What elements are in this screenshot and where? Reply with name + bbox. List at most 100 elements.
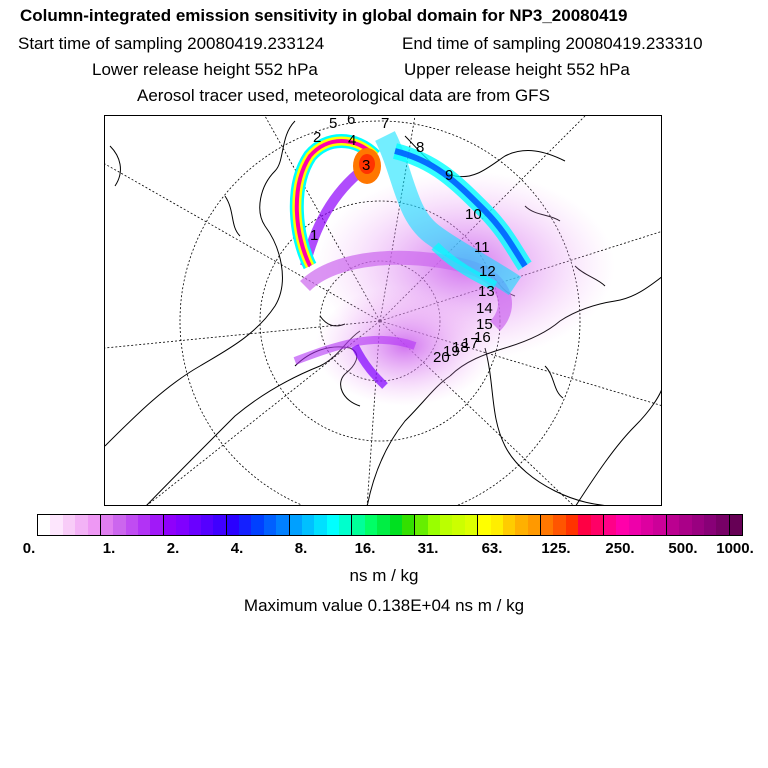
colorbar-tick-1: 1. bbox=[102, 540, 116, 557]
colorbar-swatch bbox=[616, 515, 629, 535]
colorbar-swatch bbox=[125, 515, 138, 535]
colorbar-swatch bbox=[389, 515, 402, 535]
sensitivity-plume bbox=[289, 131, 615, 406]
trajectory-markers: 1 2 3 4 5 6 7 8 9 10 11 12 13 14 15 16 1… bbox=[310, 116, 496, 366]
colorbar-swatch bbox=[716, 515, 730, 535]
colorbar-swatch bbox=[314, 515, 327, 535]
colorbar-swatch bbox=[553, 515, 566, 535]
colorbar-tick-8: 125. bbox=[541, 540, 571, 557]
colorbar-swatch bbox=[603, 515, 617, 535]
plot-title: Column-integrated emission sensitivity i… bbox=[20, 6, 628, 25]
colorbar-swatch bbox=[62, 515, 76, 535]
colorbar-swatch bbox=[326, 515, 339, 535]
colorbar-swatch bbox=[176, 515, 189, 535]
traj-label-3: 3 bbox=[362, 157, 370, 174]
colorbar-swatch bbox=[691, 515, 704, 535]
colorbar-swatch bbox=[515, 515, 528, 535]
colorbar-swatch bbox=[415, 515, 428, 535]
colorbar-swatch bbox=[679, 515, 692, 535]
colorbar-swatch bbox=[565, 515, 579, 535]
colorbar-swatch bbox=[100, 515, 114, 535]
polar-map: 1 2 3 4 5 6 7 8 9 10 11 12 13 14 15 16 1… bbox=[104, 115, 662, 506]
colorbar-unit: ns m / kg bbox=[349, 566, 419, 585]
colorbar-swatch bbox=[364, 515, 378, 535]
traj-label-4: 4 bbox=[348, 132, 356, 149]
colorbar-swatch bbox=[339, 515, 353, 535]
colorbar-swatch bbox=[653, 515, 667, 535]
colorbar-swatch bbox=[75, 515, 88, 535]
traj-label-1: 1 bbox=[310, 227, 318, 244]
colorbar-tick-9: 250. bbox=[605, 540, 635, 557]
colorbar-swatch bbox=[502, 515, 516, 535]
colorbar-swatch bbox=[87, 515, 101, 535]
colorbar bbox=[37, 514, 743, 536]
colorbar-swatch bbox=[377, 515, 390, 535]
colorbar-swatch bbox=[541, 515, 554, 535]
colorbar-swatch bbox=[163, 515, 177, 535]
colorbar-swatch bbox=[641, 515, 654, 535]
colorbar-swatch bbox=[263, 515, 277, 535]
colorbar-swatch bbox=[578, 515, 591, 535]
colorbar-tick-11: 1000. bbox=[716, 540, 754, 557]
colorbar-swatch bbox=[213, 515, 227, 535]
colorbar-swatch bbox=[427, 515, 440, 535]
traj-label-8: 8 bbox=[416, 139, 424, 156]
colorbar-swatch bbox=[251, 515, 264, 535]
traj-label-20: 20 bbox=[433, 349, 450, 366]
traj-label-15: 15 bbox=[476, 316, 493, 333]
colorbar-tick-6: 31. bbox=[417, 540, 439, 557]
colorbar-swatch bbox=[440, 515, 453, 535]
colorbar-swatch bbox=[200, 515, 214, 535]
colorbar-swatch bbox=[452, 515, 465, 535]
colorbar-tick-3: 4. bbox=[230, 540, 244, 557]
colorbar-tick-5: 16. bbox=[354, 540, 376, 557]
aerosol-note: Aerosol tracer used, meteorological data… bbox=[137, 86, 550, 105]
upper-release-height: Upper release height 552 hPa bbox=[404, 60, 630, 79]
colorbar-swatch bbox=[628, 515, 641, 535]
traj-label-9: 9 bbox=[445, 167, 453, 184]
map-canvas: 1 2 3 4 5 6 7 8 9 10 11 12 13 14 15 16 1… bbox=[105, 116, 661, 505]
colorbar-swatch bbox=[239, 515, 252, 535]
traj-label-16: 16 bbox=[474, 329, 491, 346]
traj-label-17: 17 bbox=[462, 335, 479, 352]
traj-label-2: 2 bbox=[313, 129, 321, 146]
colorbar-tick-4: 8. bbox=[294, 540, 308, 557]
colorbar-swatch bbox=[590, 515, 604, 535]
traj-label-19: 19 bbox=[443, 343, 460, 360]
colorbar-swatch bbox=[50, 515, 63, 535]
colorbar-swatch bbox=[138, 515, 151, 535]
colorbar-tick-10: 500. bbox=[668, 540, 698, 557]
traj-label-18: 18 bbox=[452, 339, 469, 356]
colorbar-swatch bbox=[113, 515, 126, 535]
end-time: End time of sampling 20080419.233310 bbox=[402, 34, 703, 53]
colorbar-swatch bbox=[478, 515, 491, 535]
colorbar-tick-2: 2. bbox=[166, 540, 180, 557]
colorbar-swatch bbox=[527, 515, 541, 535]
colorbar-tick-0: 0. bbox=[22, 540, 36, 557]
lower-release-height: Lower release height 552 hPa bbox=[92, 60, 318, 79]
colorbar-swatch bbox=[226, 515, 239, 535]
colorbar-swatch bbox=[490, 515, 503, 535]
colorbar-swatch bbox=[38, 515, 51, 535]
traj-label-11: 11 bbox=[474, 239, 490, 256]
colorbar-swatch bbox=[666, 515, 680, 535]
colorbar-swatch bbox=[352, 515, 365, 535]
colorbar-swatch bbox=[401, 515, 416, 535]
traj-label-6: 6 bbox=[347, 116, 355, 128]
colorbar-swatch bbox=[276, 515, 290, 535]
colorbar-swatch bbox=[150, 515, 164, 535]
colorbar-tick-7: 63. bbox=[481, 540, 503, 557]
traj-label-7: 7 bbox=[381, 116, 389, 132]
traj-label-14: 14 bbox=[476, 300, 493, 317]
colorbar-swatch bbox=[188, 515, 201, 535]
traj-label-13: 13 bbox=[478, 283, 495, 300]
colorbar-swatch bbox=[729, 515, 742, 535]
traj-label-12: 12 bbox=[479, 263, 496, 280]
colorbar-swatch bbox=[703, 515, 717, 535]
maximum-value: Maximum value 0.138E+04 ns m / kg bbox=[243, 596, 525, 615]
traj-label-5: 5 bbox=[329, 116, 337, 132]
traj-label-10: 10 bbox=[465, 206, 482, 223]
colorbar-swatch bbox=[301, 515, 315, 535]
colorbar-swatch bbox=[289, 515, 302, 535]
colorbar-swatch bbox=[464, 515, 479, 535]
